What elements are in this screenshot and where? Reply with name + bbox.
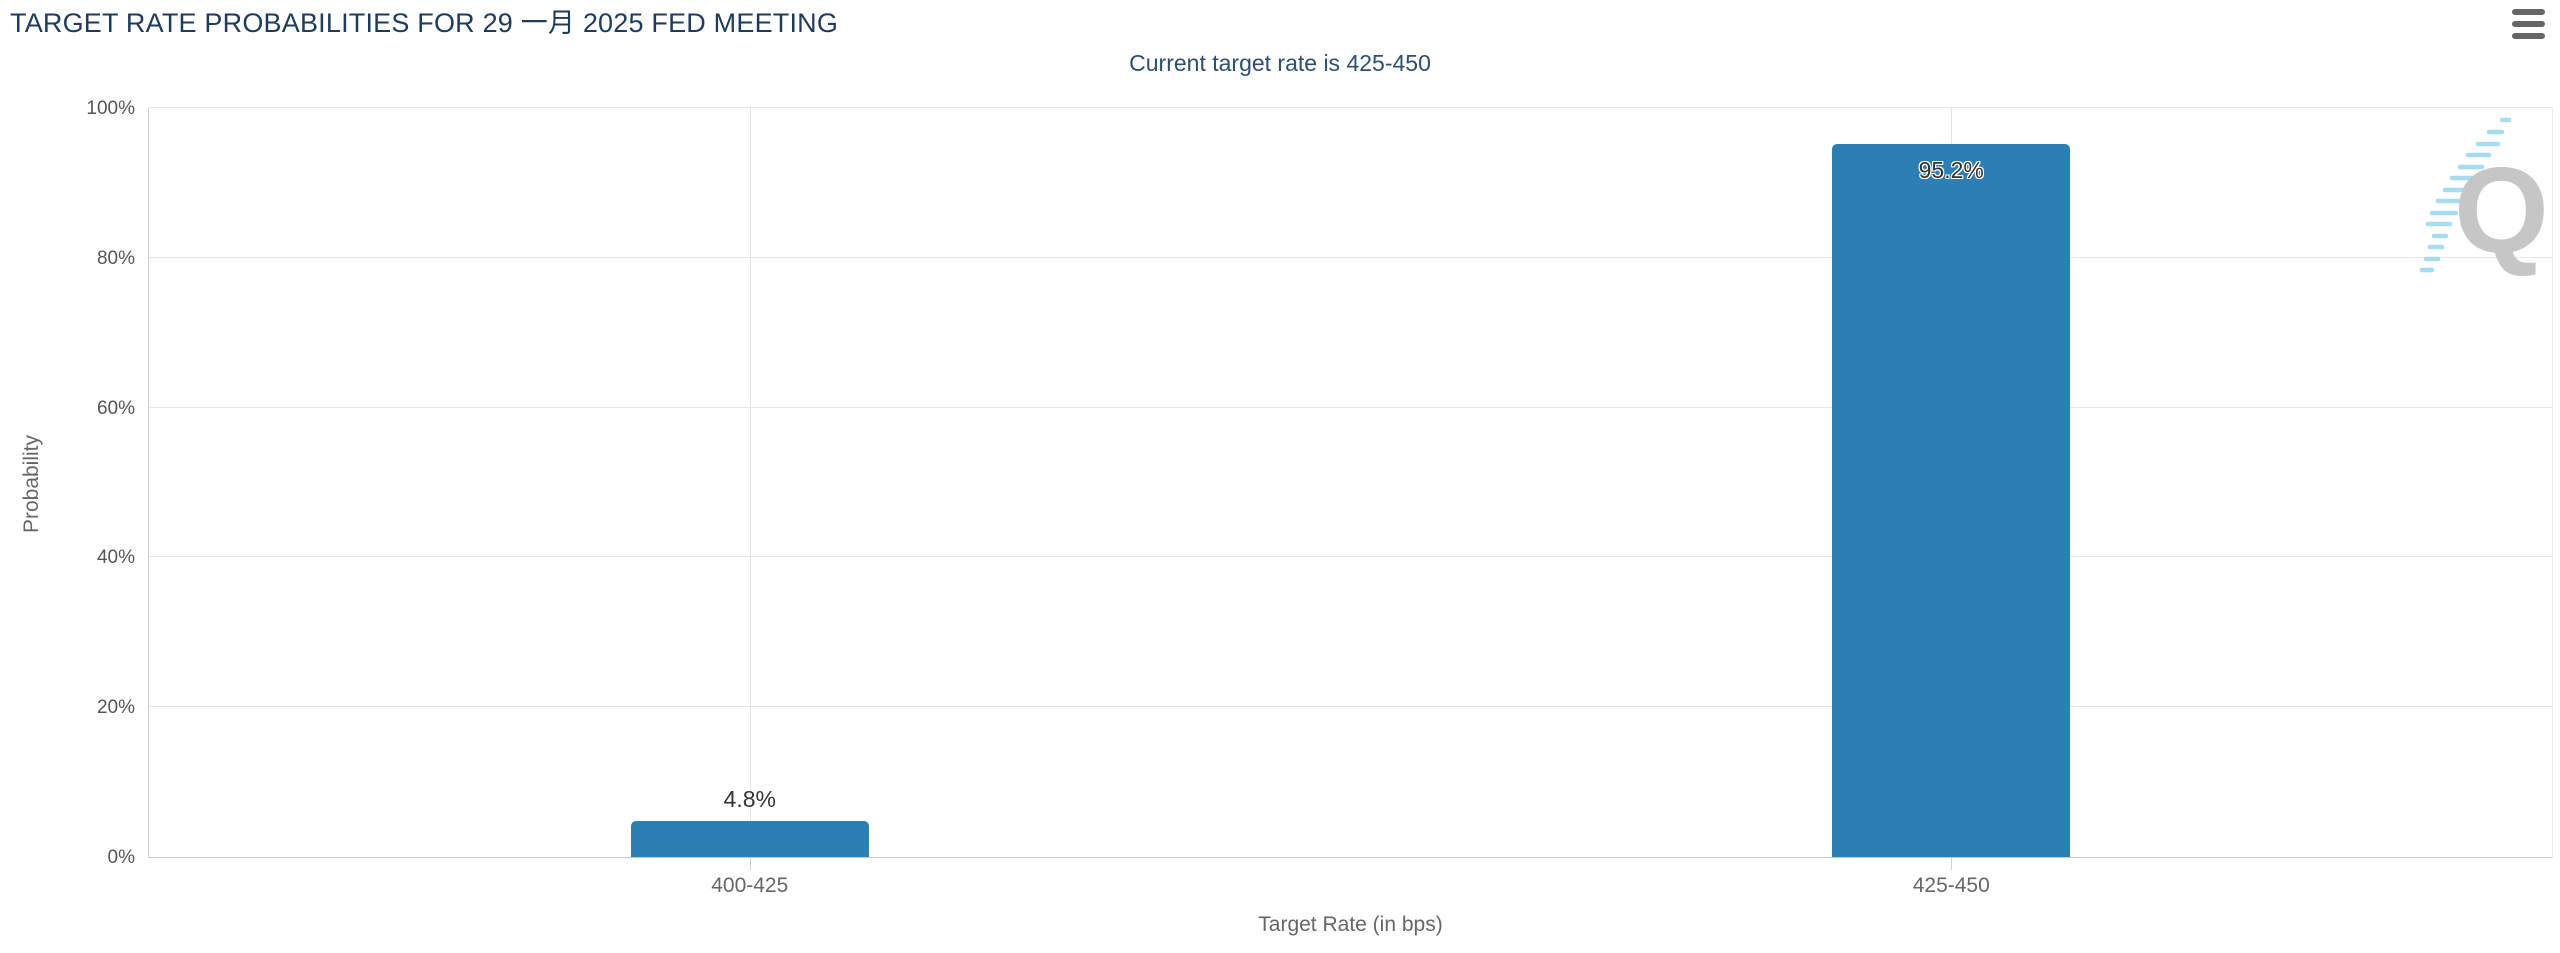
- chart-export-menu-button[interactable]: [2512, 9, 2546, 39]
- x-axis-tick-425-450: [1951, 857, 1953, 870]
- x-axis-label-425-450: 425-450: [1912, 874, 1990, 897]
- y-axis-title: Probability: [20, 434, 43, 534]
- x-axis-title: Target Rate (in bps): [1258, 913, 1443, 936]
- bar-400-425[interactable]: [630, 821, 869, 857]
- gridline-h-20: [149, 706, 2552, 708]
- y-axis-label-40: 40%: [96, 547, 135, 569]
- hamburger-icon: [2512, 9, 2545, 15]
- y-axis-label-60: 60%: [96, 397, 135, 419]
- gridline-h-100: [149, 107, 2552, 108]
- hamburger-icon: [2512, 21, 2545, 27]
- x-axis-tick-400-425: [749, 857, 751, 870]
- hamburger-icon: [2512, 33, 2545, 39]
- y-axis-label-0: 0%: [107, 847, 135, 868]
- bar-425-450[interactable]: [1832, 143, 2071, 857]
- plot-area: Target Rate (in bps) 0% 20% 40% 60% 80% 100% 4…: [86, 98, 2553, 936]
- gridline-h-80: [149, 256, 2552, 258]
- bar-value-label-400-425: 4.8%: [723, 786, 776, 813]
- gridline-h-40: [149, 556, 2552, 558]
- gridline-h-60: [149, 406, 2552, 408]
- bar-value-label-425-450: 95.2%: [1918, 156, 1984, 183]
- chart-title: TARGET RATE PROBABILITIES FOR 29 一月 2025…: [10, 8, 839, 38]
- chart-subtitle: Current target rate is 425-450: [1129, 50, 1431, 76]
- y-axis-label-80: 80%: [96, 247, 135, 269]
- gridline-v-400-425: [749, 108, 751, 857]
- y-axis-label-100: 100%: [86, 98, 135, 119]
- x-axis-label-400-425: 400-425: [711, 874, 789, 897]
- y-axis-label-20: 20%: [96, 697, 135, 719]
